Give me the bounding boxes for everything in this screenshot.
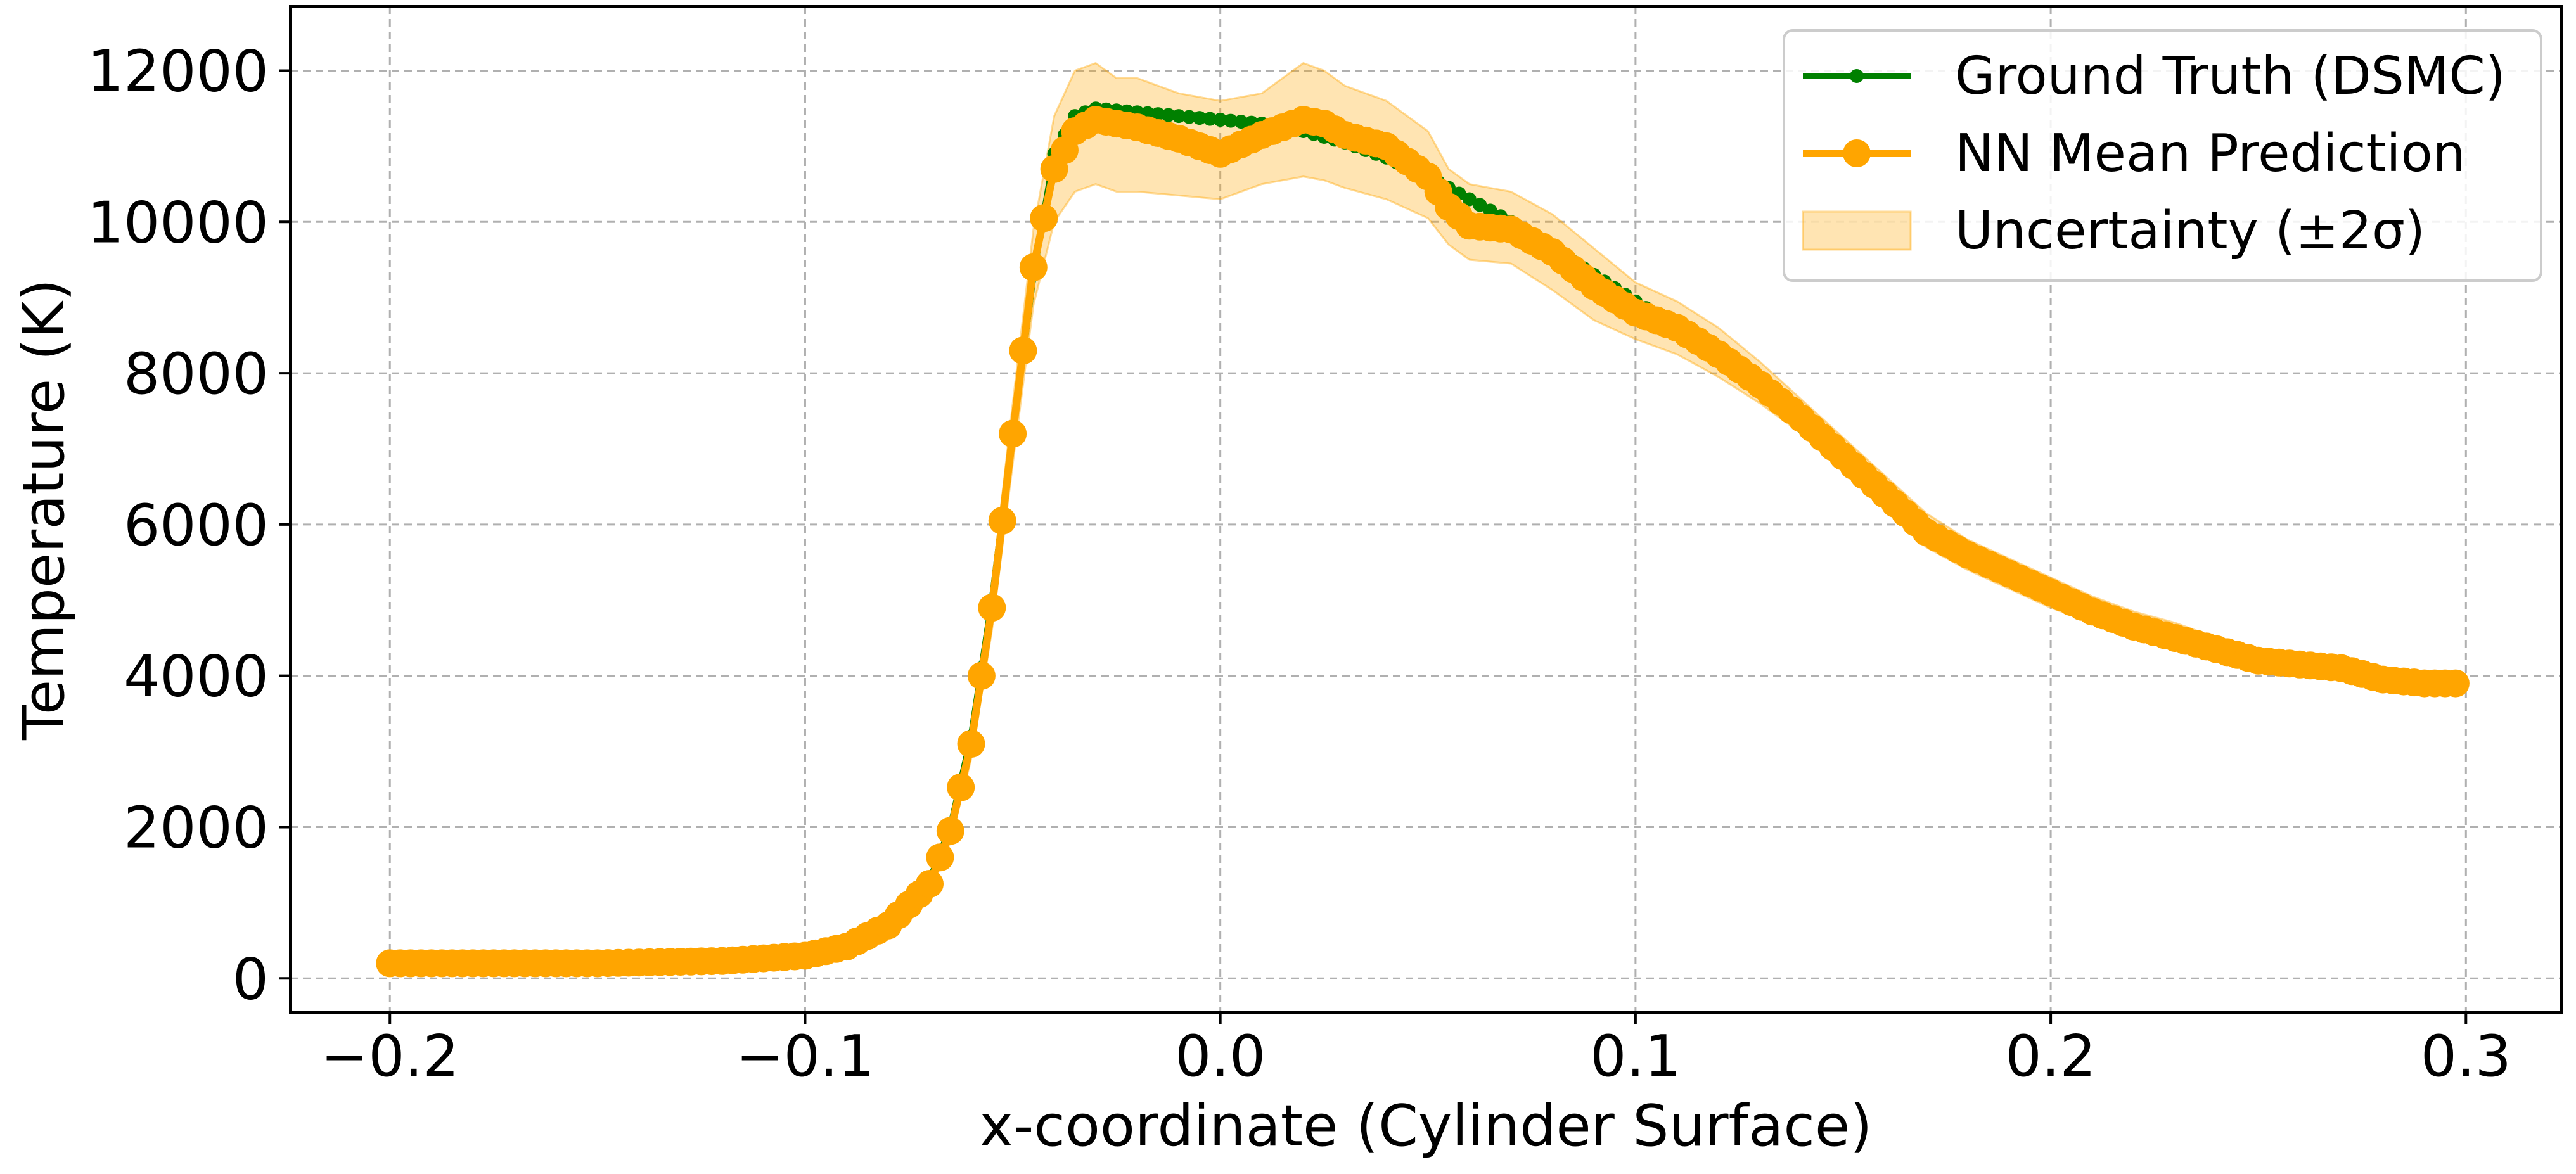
- data-point: [1234, 115, 1248, 129]
- data-point: [1161, 108, 1176, 122]
- y-tick-label: 8000: [124, 341, 269, 407]
- y-tick-label: 0: [233, 946, 269, 1012]
- data-point: [936, 817, 964, 845]
- data-point: [1172, 109, 1186, 124]
- series-layer: [376, 101, 2470, 978]
- y-tick-label: 4000: [124, 644, 269, 710]
- legend-label: NN Mean Prediction: [1955, 124, 2466, 184]
- data-point: [957, 730, 985, 758]
- data-point: [1009, 336, 1037, 365]
- legend-label: Ground Truth (DSMC): [1955, 46, 2506, 106]
- legend: Ground Truth (DSMC) NN Mean Prediction Unc…: [1783, 29, 2542, 282]
- x-tick-label: −0.2: [321, 1023, 459, 1090]
- grid-lines: [290, 6, 2561, 1012]
- legend-marker: [1850, 69, 1864, 83]
- data-point: [988, 506, 1016, 535]
- legend-swatch-uncertainty: [1802, 210, 1912, 251]
- data-point: [1213, 113, 1227, 127]
- legend-label: Uncertainty (±2σ): [1955, 201, 2425, 261]
- legend-items: Ground Truth (DSMC) NN Mean Prediction Unc…: [1802, 46, 2506, 261]
- data-point: [1462, 192, 1477, 207]
- y-tick-label: 12000: [87, 38, 269, 105]
- y-axis-title: Temperature (K): [11, 279, 77, 741]
- legend-box: [1783, 29, 2542, 282]
- x-tick-label: −0.1: [736, 1023, 875, 1090]
- data-point: [947, 773, 975, 801]
- x-tick-label: 0.0: [1175, 1023, 1266, 1090]
- data-point: [1192, 111, 1207, 125]
- data-point: [967, 661, 996, 690]
- data-point: [926, 843, 954, 872]
- y-tick-label: 6000: [124, 492, 269, 559]
- data-point: [2441, 669, 2470, 698]
- data-point: [1182, 110, 1196, 124]
- data-point: [916, 870, 944, 898]
- x-axis-title: x-coordinate (Cylinder Surface): [980, 1093, 1873, 1159]
- data-point: [999, 419, 1027, 448]
- data-point: [1019, 253, 1048, 281]
- y-tick-label: 2000: [124, 794, 269, 861]
- data-point: [1224, 113, 1238, 128]
- data-point: [1473, 198, 1487, 212]
- nn-prediction-series: [376, 106, 2470, 978]
- data-point: [1030, 204, 1058, 233]
- x-tick-label: 0.1: [1590, 1023, 1681, 1090]
- data-point: [1203, 112, 1217, 126]
- tick-layer: −0.2 −0.1 0.0 0.1 0.2 0.3 0 2000 4000 6000 8000 100…: [87, 38, 2511, 1090]
- data-point: [978, 594, 1006, 622]
- x-tick-label: 0.2: [2006, 1023, 2096, 1090]
- x-tick-label: 0.3: [2421, 1023, 2511, 1090]
- data-point: [1151, 107, 1165, 122]
- plot-frame: [289, 5, 2563, 1014]
- y-tick-label: 10000: [87, 189, 269, 256]
- legend-marker: [1843, 139, 1871, 167]
